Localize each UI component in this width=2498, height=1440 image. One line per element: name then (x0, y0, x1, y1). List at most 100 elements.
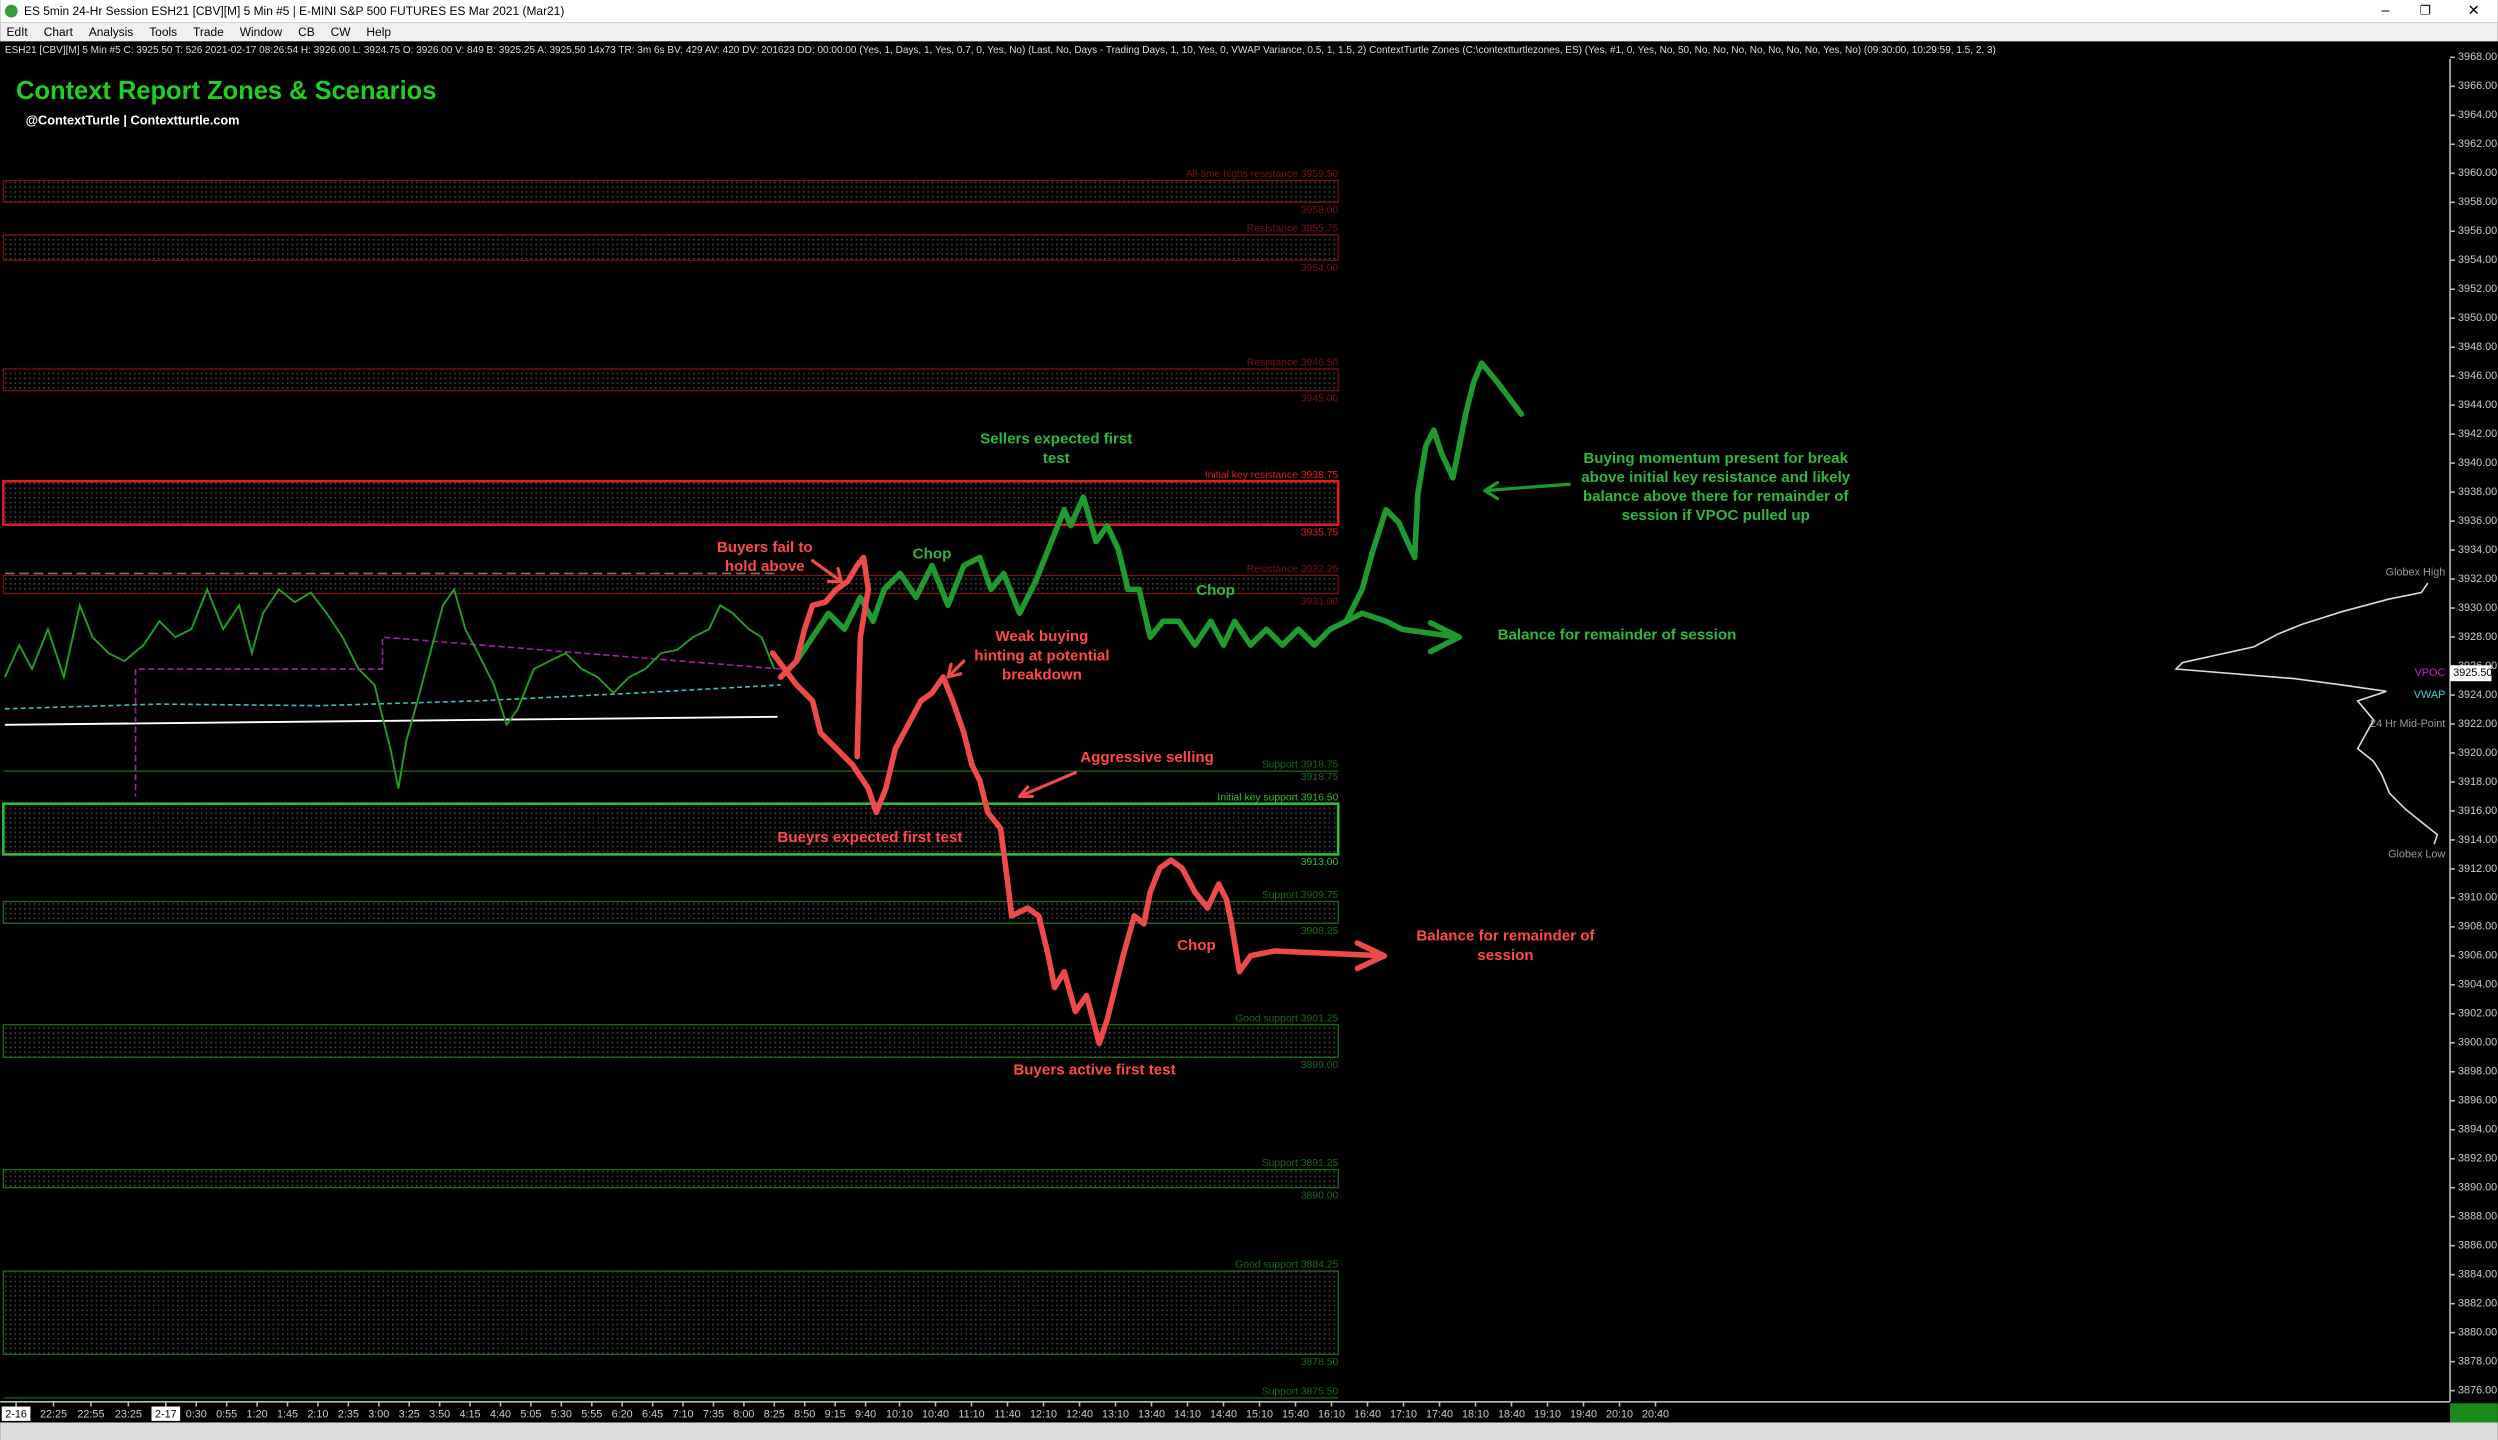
time-label: 18:10 (1462, 1408, 1489, 1420)
price-tick-label: 3886.00 (2458, 1240, 2497, 1252)
price-tick-label: 3932.00 (2458, 573, 2497, 585)
scenarios (769, 360, 1571, 1047)
time-label: 1:45 (277, 1408, 298, 1420)
price-tick-label: 3942.00 (2458, 428, 2497, 440)
breakout-path (1343, 360, 1525, 625)
status-indicator (2450, 1403, 2498, 1423)
date-highlight (1, 1406, 31, 1421)
price-tick-label: 3882.00 (2458, 1298, 2497, 1310)
time-label: 20:10 (1606, 1408, 1633, 1420)
zone-box (2, 1168, 1339, 1189)
zone-bottom-label: 3931.00 (1301, 596, 1339, 607)
time-label: 12:10 (1030, 1408, 1057, 1420)
zone-bottom-label: 3954.00 (1301, 263, 1339, 274)
zone-top-label: Support 3909.75 (1262, 890, 1339, 901)
menu-item[interactable]: CW (331, 25, 352, 39)
time-label: 20:40 (1642, 1408, 1669, 1420)
zone-box (2, 179, 1339, 203)
price-tick-label: 3876.00 (2458, 1384, 2497, 1396)
zone-top-price: 3891.25 (1301, 1158, 1339, 1169)
annotation: hinting at potential (974, 647, 1109, 664)
annotation: Aggressive selling (1080, 749, 1214, 766)
annotation: session (1477, 947, 1533, 964)
time-label: 2:10 (307, 1408, 328, 1420)
time-label: 22:25 (40, 1408, 67, 1420)
menu-item[interactable]: Window (240, 25, 283, 39)
zone-box (2, 900, 1339, 924)
price-tick-label: 3902.00 (2458, 1008, 2497, 1020)
callout-arrow (946, 659, 966, 679)
scrollbar[interactable] (0, 1422, 2498, 1440)
menu-item[interactable]: Chart (44, 25, 74, 39)
time-label: 4:15 (460, 1408, 481, 1420)
menu-item[interactable]: EdIt (7, 25, 29, 39)
zone-bottom-label: 3878.50 (1301, 1357, 1339, 1368)
price-tick-label: 3898.00 (2458, 1066, 2497, 1078)
menu-item[interactable]: Tools (149, 25, 177, 39)
zone-top-label: Good support 3884.25 (1235, 1259, 1338, 1270)
price-tick-label: 3952.00 (2458, 283, 2497, 295)
price-tick-label: 3956.00 (2458, 225, 2497, 237)
prior-close-line (4, 715, 778, 726)
minimize[interactable]: – (2382, 3, 2390, 19)
zone-name: Resistance (1247, 223, 1298, 234)
annotation: Bueyrs expected first test (777, 829, 962, 846)
time-label: 1:20 (247, 1408, 268, 1420)
time-label: 15:10 (1246, 1408, 1273, 1420)
time-label: 3:50 (429, 1408, 450, 1420)
annotation: hold above (725, 558, 805, 575)
time-label: 5:05 (520, 1408, 541, 1420)
menu-item[interactable]: Analysis (89, 25, 133, 39)
price-tick-label: 3948.00 (2458, 341, 2497, 353)
annotation: Chop (913, 545, 952, 562)
menu-item[interactable]: Help (366, 25, 391, 39)
price-tick-label: 3938.00 (2458, 486, 2497, 498)
info-bar (0, 41, 2498, 59)
zone-name: Initial key resistance (1205, 470, 1298, 481)
price-tick-label: 3924.00 (2458, 689, 2497, 701)
price-tick-label: 3936.00 (2458, 515, 2497, 527)
zone-top-label: Support 3918.75 (1262, 759, 1339, 770)
zone-top-price: 3901.25 (1301, 1013, 1339, 1024)
price-tick-label: 3922.00 (2458, 718, 2497, 730)
menu-item[interactable]: CB (298, 25, 315, 39)
annotation: Chop (1177, 937, 1216, 954)
annotation: Buyers active first test (1013, 1061, 1175, 1078)
price-badge-label: 3925.50 (2453, 667, 2492, 679)
app-icon (4, 4, 18, 18)
time-label: 17:40 (1426, 1408, 1453, 1420)
price-tick-label: 3954.00 (2458, 254, 2497, 266)
price-tick-label: 3896.00 (2458, 1095, 2497, 1107)
zone-name: Good support (1235, 1013, 1298, 1024)
price-tick-label: 3962.00 (2458, 138, 2497, 150)
level-label: VPOC (2415, 667, 2446, 679)
balance-arrowhead (1427, 620, 1463, 655)
zone-name: Resistance (1247, 357, 1298, 368)
price-tick-label: 3906.00 (2458, 950, 2497, 962)
time-label: 11:40 (994, 1408, 1020, 1420)
annotation: Chop (1196, 582, 1235, 599)
price-tick-label: 3918.00 (2458, 776, 2497, 788)
close[interactable]: ✕ (2468, 3, 2480, 19)
maximize[interactable]: ❐ (2420, 3, 2431, 18)
zone-top-label: Resistance 3955.75 (1247, 223, 1339, 234)
zone-top-price: 3955.75 (1301, 223, 1339, 234)
annotation: test (1043, 450, 1070, 467)
title-bar (0, 0, 2498, 23)
bullish-scenario-path (777, 494, 1461, 680)
info-line: ESH21 [CBV][M] 5 Min #5 C: 3925.50 T: 52… (5, 45, 1996, 56)
time-label: 4:40 (490, 1408, 511, 1420)
zone-top-price: 3884.25 (1301, 1259, 1339, 1270)
level-label: VWAP (2414, 689, 2446, 701)
menu-item[interactable]: Trade (193, 25, 224, 39)
time-label: 14:40 (1210, 1408, 1237, 1420)
price-tick-label: 3968.00 (2458, 51, 2497, 63)
time-label: 16:40 (1354, 1408, 1381, 1420)
menu-bar (0, 22, 2498, 42)
time-label: 5:30 (551, 1408, 572, 1420)
zone-top-label: Support 3875.50 (1262, 1386, 1339, 1397)
price-tick-label: 3950.00 (2458, 312, 2497, 324)
price-tick-label: 3884.00 (2458, 1269, 2497, 1281)
